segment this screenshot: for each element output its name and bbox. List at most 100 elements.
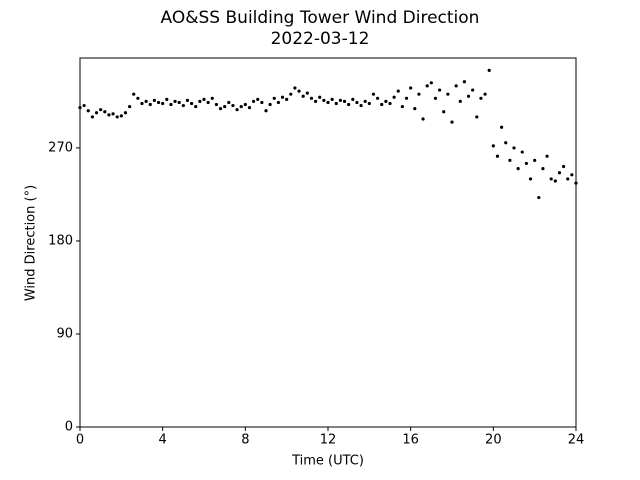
data-point xyxy=(206,100,210,105)
x-axis-label: Time (UTC) xyxy=(291,454,364,469)
data-point xyxy=(462,80,466,84)
data-point xyxy=(429,81,433,85)
y-tick-label: 90 xyxy=(56,326,73,341)
data-point xyxy=(115,115,119,119)
data-point xyxy=(227,100,231,105)
y-tick-label: 180 xyxy=(48,233,73,248)
y-axis-label: Wind Direction (°) xyxy=(24,185,39,301)
data-point xyxy=(557,171,562,175)
data-point xyxy=(326,100,330,105)
data-point xyxy=(247,106,252,110)
chart-title: AO&SS Building Tower Wind Direction xyxy=(161,8,480,28)
data-point xyxy=(566,177,570,181)
data-point xyxy=(425,84,429,88)
data-point xyxy=(198,99,202,104)
data-point xyxy=(169,102,173,107)
x-tick-label: 16 xyxy=(402,433,419,448)
data-point xyxy=(541,166,545,171)
data-point xyxy=(537,195,541,200)
data-point xyxy=(504,141,508,145)
data-point xyxy=(508,158,512,162)
data-point xyxy=(454,84,458,88)
data-point xyxy=(231,103,235,108)
data-point xyxy=(140,101,144,106)
data-point xyxy=(252,99,256,104)
data-point xyxy=(86,109,90,113)
data-point xyxy=(223,104,227,109)
data-point xyxy=(173,99,177,104)
chart-subtitle: 2022-03-12 xyxy=(271,29,370,49)
data-point xyxy=(487,68,491,73)
data-point xyxy=(500,125,504,129)
data-point xyxy=(111,112,115,116)
data-point xyxy=(260,100,264,105)
data-point xyxy=(318,95,322,99)
data-point xyxy=(433,96,438,100)
data-point xyxy=(177,100,181,105)
data-point xyxy=(458,99,462,104)
data-point xyxy=(359,103,363,108)
data-point xyxy=(194,104,198,109)
data-point xyxy=(396,89,400,93)
data-point xyxy=(338,98,342,102)
data-point xyxy=(528,177,533,181)
data-point xyxy=(152,98,156,102)
data-point xyxy=(272,96,276,100)
data-point xyxy=(384,99,388,104)
data-point xyxy=(128,104,132,109)
data-point xyxy=(297,89,301,93)
data-point xyxy=(442,110,446,114)
data-point xyxy=(367,101,371,106)
data-point xyxy=(264,109,268,113)
data-point xyxy=(562,164,566,169)
data-point xyxy=(371,92,376,96)
x-tick-label: 8 xyxy=(241,433,249,448)
data-point xyxy=(235,108,239,112)
data-point xyxy=(185,98,190,102)
x-tick-label: 12 xyxy=(320,433,337,448)
data-point xyxy=(190,101,194,106)
data-point xyxy=(450,120,454,124)
data-point xyxy=(256,97,260,101)
data-point xyxy=(404,96,409,100)
data-point xyxy=(495,154,500,158)
data-point xyxy=(388,101,392,106)
data-point xyxy=(165,97,169,101)
data-point xyxy=(239,104,243,109)
data-point xyxy=(301,94,305,98)
data-point xyxy=(483,92,487,96)
data-point xyxy=(413,107,417,111)
data-point xyxy=(355,100,359,105)
data-point xyxy=(276,100,280,105)
data-point xyxy=(417,92,421,96)
data-point xyxy=(533,158,537,162)
data-point xyxy=(545,154,549,158)
data-point xyxy=(144,99,148,104)
data-point xyxy=(78,106,82,110)
data-point xyxy=(285,97,289,101)
data-point xyxy=(293,86,297,90)
data-point xyxy=(314,99,318,104)
data-point xyxy=(409,86,413,90)
data-point xyxy=(136,96,140,100)
data-point xyxy=(380,102,384,107)
data-point xyxy=(268,102,272,107)
x-tick-label: 4 xyxy=(159,433,167,448)
y-tick-label: 0 xyxy=(65,420,73,435)
data-point xyxy=(347,102,351,107)
data-point xyxy=(289,92,293,96)
data-point xyxy=(392,95,396,99)
data-point xyxy=(82,103,86,108)
data-point xyxy=(103,110,107,114)
data-point xyxy=(210,96,214,100)
data-point xyxy=(342,99,347,104)
data-point xyxy=(132,92,136,96)
data-point xyxy=(148,102,152,107)
data-point xyxy=(202,97,206,101)
x-tick-label: 0 xyxy=(76,433,84,448)
data-point xyxy=(479,96,483,100)
data-point xyxy=(123,111,128,115)
data-point xyxy=(524,161,529,166)
